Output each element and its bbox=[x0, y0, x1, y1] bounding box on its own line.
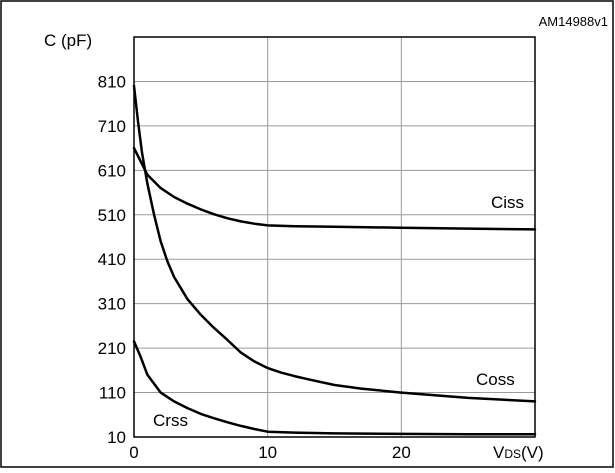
series-label-crss: Crss bbox=[153, 411, 188, 430]
y-tick-label: 810 bbox=[98, 72, 126, 91]
y-tick-label: 310 bbox=[98, 295, 126, 314]
y-tick-label: 610 bbox=[98, 161, 126, 180]
series-line-coss bbox=[132, 84, 537, 403]
series-label-ciss: Ciss bbox=[491, 193, 524, 212]
x-tick-label: 10 bbox=[258, 443, 277, 462]
plot-area-border bbox=[133, 36, 536, 438]
figure-id: AM14988v1 bbox=[539, 14, 608, 29]
y-tick-label: 710 bbox=[98, 117, 126, 136]
series-line-ciss bbox=[132, 146, 537, 231]
y-tick-label: 410 bbox=[98, 250, 126, 269]
y-axis-title: C (pF) bbox=[44, 31, 92, 50]
grid-layer bbox=[134, 37, 535, 437]
x-tick-label: 20 bbox=[392, 443, 411, 462]
series-line-crss bbox=[132, 340, 537, 436]
y-tick-label: 210 bbox=[98, 339, 126, 358]
y-tick-label: 110 bbox=[99, 384, 126, 403]
x-axis-title: VDS(V) bbox=[493, 443, 544, 462]
series-label-coss: Coss bbox=[476, 370, 515, 389]
x-axis-title-suffix: (V) bbox=[521, 443, 544, 462]
y-tick-label: 510 bbox=[98, 206, 126, 225]
x-axis-title-subscript: DS bbox=[504, 447, 521, 461]
x-axis-title-main: V bbox=[493, 443, 505, 462]
series-layer bbox=[132, 84, 537, 436]
x-tick-label: 0 bbox=[129, 443, 138, 462]
y-tick-label: 10 bbox=[107, 428, 126, 447]
